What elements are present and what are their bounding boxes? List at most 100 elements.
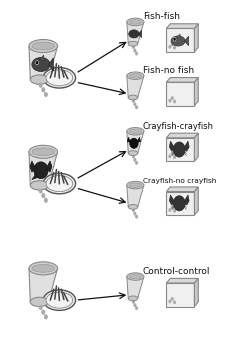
Circle shape: [134, 304, 135, 306]
Polygon shape: [176, 34, 180, 38]
Circle shape: [42, 88, 44, 92]
Ellipse shape: [32, 148, 54, 156]
Ellipse shape: [128, 73, 141, 78]
Circle shape: [173, 100, 175, 103]
Polygon shape: [166, 77, 198, 82]
Ellipse shape: [128, 296, 137, 301]
Circle shape: [168, 300, 170, 303]
Ellipse shape: [128, 204, 137, 209]
Polygon shape: [29, 46, 57, 80]
Polygon shape: [126, 131, 143, 153]
Ellipse shape: [128, 41, 137, 46]
Ellipse shape: [126, 72, 143, 80]
Ellipse shape: [46, 292, 72, 308]
Circle shape: [171, 97, 172, 99]
Ellipse shape: [128, 30, 138, 38]
Polygon shape: [166, 278, 198, 283]
Text: Crayfish-crayfish: Crayfish-crayfish: [142, 122, 213, 131]
Circle shape: [132, 209, 134, 212]
Ellipse shape: [126, 273, 143, 280]
FancyBboxPatch shape: [166, 192, 194, 215]
Polygon shape: [166, 187, 198, 192]
Ellipse shape: [46, 176, 72, 192]
Circle shape: [44, 93, 47, 96]
Circle shape: [135, 216, 137, 218]
Ellipse shape: [173, 196, 184, 211]
Circle shape: [132, 100, 134, 102]
Polygon shape: [184, 36, 188, 46]
Circle shape: [173, 38, 175, 41]
Polygon shape: [30, 161, 36, 172]
Circle shape: [171, 153, 172, 155]
Ellipse shape: [173, 142, 184, 157]
Polygon shape: [194, 133, 198, 161]
Ellipse shape: [34, 162, 48, 179]
Circle shape: [171, 298, 172, 300]
Circle shape: [168, 46, 170, 48]
Ellipse shape: [128, 183, 141, 187]
Circle shape: [173, 46, 175, 49]
Ellipse shape: [32, 58, 50, 72]
Circle shape: [132, 301, 134, 303]
Ellipse shape: [43, 173, 75, 194]
Polygon shape: [127, 137, 130, 142]
Circle shape: [135, 106, 137, 109]
Polygon shape: [29, 152, 57, 185]
Circle shape: [135, 52, 137, 55]
Ellipse shape: [46, 70, 72, 86]
Circle shape: [173, 301, 175, 303]
FancyBboxPatch shape: [166, 28, 194, 52]
Ellipse shape: [128, 20, 141, 24]
Text: Control-control: Control-control: [142, 267, 210, 276]
Ellipse shape: [32, 42, 54, 50]
Ellipse shape: [128, 129, 141, 134]
Ellipse shape: [30, 75, 48, 84]
Ellipse shape: [126, 127, 143, 135]
Circle shape: [134, 212, 135, 215]
Polygon shape: [138, 30, 141, 38]
Polygon shape: [166, 133, 198, 138]
Ellipse shape: [126, 18, 143, 26]
Circle shape: [171, 206, 172, 209]
Circle shape: [36, 61, 38, 64]
Circle shape: [173, 210, 175, 212]
Polygon shape: [48, 58, 53, 71]
Circle shape: [39, 189, 42, 193]
Circle shape: [134, 49, 135, 52]
Ellipse shape: [29, 40, 57, 53]
Circle shape: [173, 39, 174, 40]
Circle shape: [173, 156, 175, 158]
Circle shape: [168, 155, 170, 157]
Polygon shape: [46, 161, 52, 172]
Circle shape: [42, 310, 44, 314]
Ellipse shape: [170, 36, 184, 46]
Polygon shape: [194, 24, 198, 52]
Circle shape: [135, 307, 137, 309]
Ellipse shape: [29, 145, 57, 158]
Polygon shape: [40, 55, 45, 61]
Polygon shape: [194, 187, 198, 215]
Polygon shape: [194, 278, 198, 306]
Polygon shape: [169, 195, 174, 205]
Polygon shape: [126, 276, 143, 298]
Ellipse shape: [30, 297, 48, 307]
Circle shape: [44, 315, 47, 319]
Polygon shape: [136, 137, 140, 142]
Polygon shape: [183, 195, 188, 205]
FancyBboxPatch shape: [166, 82, 194, 106]
Polygon shape: [194, 77, 198, 106]
FancyBboxPatch shape: [166, 283, 194, 306]
Circle shape: [132, 46, 134, 48]
Circle shape: [171, 43, 172, 45]
Circle shape: [168, 209, 170, 211]
Ellipse shape: [30, 181, 48, 190]
Circle shape: [36, 62, 38, 64]
Ellipse shape: [43, 68, 75, 88]
Circle shape: [39, 83, 42, 87]
Ellipse shape: [128, 274, 141, 279]
Ellipse shape: [43, 290, 75, 310]
Text: Fish-no fish: Fish-no fish: [142, 66, 193, 75]
Polygon shape: [183, 141, 188, 151]
Ellipse shape: [129, 138, 138, 148]
Text: Fish-fish: Fish-fish: [142, 12, 179, 21]
